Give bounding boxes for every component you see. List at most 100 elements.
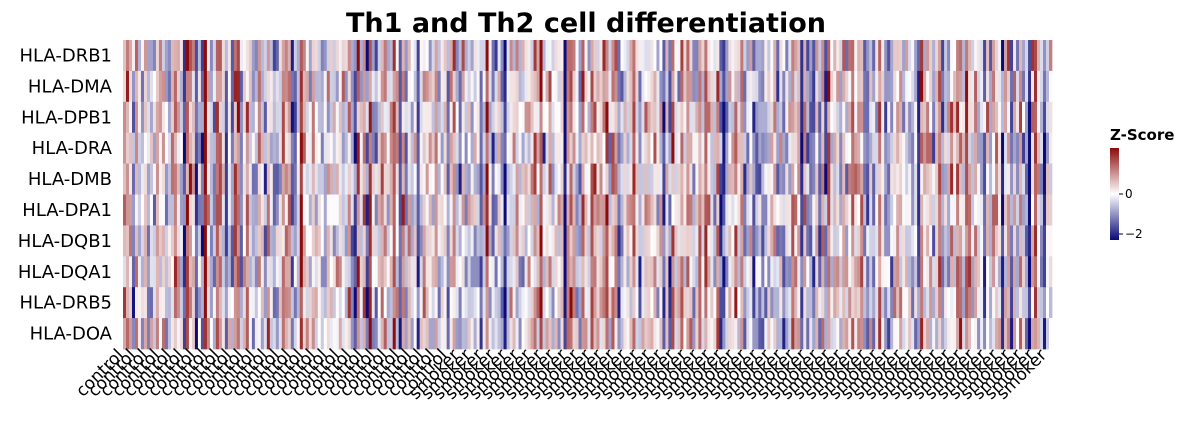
heatmap-cell [206, 40, 211, 72]
heatmap-cell [464, 70, 468, 103]
heatmap-cell [338, 70, 343, 103]
heatmap-cell [272, 101, 277, 134]
heatmap-cell [413, 132, 418, 164]
heatmap-cell [512, 163, 516, 195]
heatmap-cell [659, 132, 663, 164]
heatmap-cell [740, 256, 744, 288]
heatmap-cell [440, 256, 445, 288]
heatmap-cell [656, 163, 660, 195]
heatmap-cell [386, 132, 391, 164]
heatmap-cell [431, 318, 436, 350]
heatmap-cell [821, 318, 825, 350]
heatmap-cell [533, 101, 537, 134]
heatmap-cell [260, 225, 265, 257]
heatmap-cell [800, 318, 804, 350]
heatmap-cell [974, 287, 978, 319]
heatmap-cell [650, 287, 654, 319]
heatmap-cell [836, 225, 840, 257]
heatmap-cell [386, 163, 391, 195]
heatmap-cell [863, 101, 867, 134]
heatmap-cell [602, 163, 606, 195]
heatmap-cell [938, 101, 942, 134]
heatmap-cell [341, 225, 346, 257]
heatmap-cell [863, 70, 867, 103]
heatmap-cell [773, 318, 777, 350]
heatmap-cell [527, 40, 531, 72]
heatmap-cell [431, 40, 436, 72]
heatmap-cell [137, 225, 142, 257]
heatmap-cell [452, 287, 456, 319]
heatmap-cell [887, 40, 891, 72]
heatmap-cell [377, 318, 382, 350]
heatmap-cell [503, 101, 507, 134]
heatmap-cell [959, 225, 963, 257]
heatmap-cell [605, 318, 609, 350]
heatmap-cell [545, 163, 549, 195]
heatmap-cell [953, 101, 957, 134]
heatmap-cell [314, 194, 319, 226]
heatmap-cell [536, 225, 540, 257]
heatmap-cell [578, 256, 582, 288]
heatmap-cell [323, 287, 328, 319]
heatmap-cell [539, 101, 543, 134]
heatmap-cell [545, 132, 549, 164]
heatmap-cell [1040, 287, 1044, 319]
heatmap-cell [803, 40, 807, 72]
heatmap-cell [398, 70, 403, 103]
heatmap-cell [848, 318, 852, 350]
heatmap-cell [287, 287, 292, 319]
heatmap-cell [455, 256, 459, 288]
heatmap-cell [614, 40, 618, 72]
heatmap-cell [977, 225, 981, 257]
heatmap-cell [410, 318, 415, 350]
heatmap-cell [308, 318, 313, 350]
heatmap-cell [446, 101, 450, 134]
heatmap-cell [425, 132, 430, 164]
heatmap-cell [992, 318, 996, 350]
heatmap-cell [590, 225, 594, 257]
heatmap-cell [212, 318, 217, 350]
heatmap-cell [596, 163, 600, 195]
heatmap-cell [545, 287, 549, 319]
heatmap-cell [140, 70, 145, 103]
heatmap-cell [1037, 225, 1041, 257]
heatmap-cell [518, 70, 522, 103]
heatmap-cell [680, 194, 684, 226]
heatmap-cell [167, 256, 172, 288]
heatmap-cell [308, 163, 313, 195]
heatmap-cell [776, 101, 780, 134]
heatmap-cell [593, 194, 597, 226]
heatmap-cell [665, 256, 669, 288]
heatmap-cell [209, 40, 214, 72]
heatmap-cell [872, 40, 876, 72]
heatmap-cell [500, 132, 504, 164]
heatmap-cell [209, 194, 214, 226]
heatmap-cell [722, 256, 726, 288]
heatmap-cell [446, 256, 450, 288]
heatmap-cell [671, 225, 675, 257]
heatmap-cell [551, 163, 555, 195]
heatmap-cell [299, 70, 304, 103]
heatmap-cell [749, 256, 753, 288]
heatmap-cell [374, 225, 379, 257]
heatmap-cell [482, 40, 486, 72]
heatmap-cell [263, 256, 268, 288]
heatmap-cell [530, 40, 534, 72]
heatmap-cell [308, 101, 313, 134]
heatmap-cell [869, 256, 873, 288]
heatmap-cell [230, 318, 235, 350]
heatmap-cell [824, 40, 828, 72]
heatmap-cell [1028, 287, 1032, 319]
heatmap-cell [800, 70, 804, 103]
heatmap-cell [740, 163, 744, 195]
heatmap-cell [743, 318, 747, 350]
heatmap-cell [350, 225, 355, 257]
heatmap-cell [881, 70, 885, 103]
heatmap-cell [269, 287, 274, 319]
heatmap-cell [905, 225, 909, 257]
legend-tick-label: 0 [1125, 187, 1133, 201]
heatmap-cell [1031, 163, 1035, 195]
heatmap-cell [497, 225, 501, 257]
heatmap-cell [131, 163, 136, 195]
heatmap-cell [341, 132, 346, 164]
